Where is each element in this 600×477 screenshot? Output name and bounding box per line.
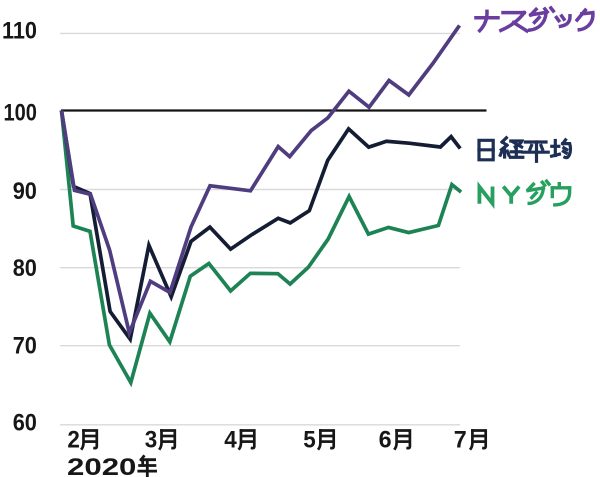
svg-text:110: 110 <box>2 17 37 44</box>
svg-text:6: 6 <box>379 427 392 454</box>
svg-text:2: 2 <box>67 427 80 454</box>
svg-text:7: 7 <box>454 427 467 454</box>
svg-text:4: 4 <box>224 427 237 454</box>
svg-text:100: 100 <box>4 99 37 126</box>
svg-text:2020: 2020 <box>67 454 136 477</box>
svg-text:5: 5 <box>303 427 316 454</box>
svg-text:60: 60 <box>13 409 37 436</box>
svg-text:3: 3 <box>145 427 158 454</box>
svg-text:70: 70 <box>13 332 37 359</box>
svg-text:90: 90 <box>13 178 37 205</box>
svg-text:80: 80 <box>13 255 37 282</box>
